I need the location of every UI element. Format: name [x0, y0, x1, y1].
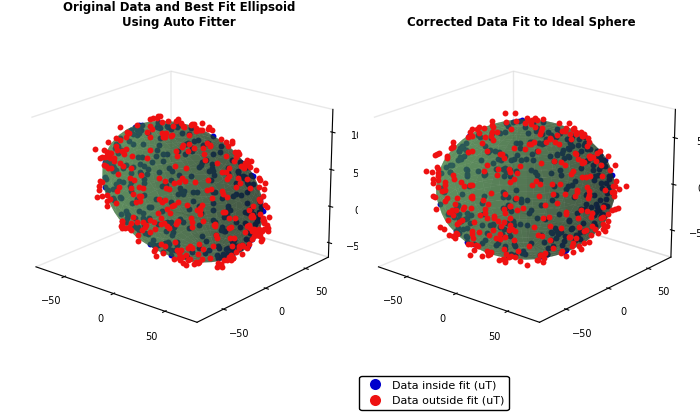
Legend: Data inside fit (uT), Data outside fit (uT): Data inside fit (uT), Data outside fit (… — [360, 376, 508, 410]
Title: Original Data and Best Fit Ellipsoid
Using Auto Fitter: Original Data and Best Fit Ellipsoid Usi… — [62, 1, 295, 29]
Title: Corrected Data Fit to Ideal Sphere: Corrected Data Fit to Ideal Sphere — [407, 16, 636, 29]
